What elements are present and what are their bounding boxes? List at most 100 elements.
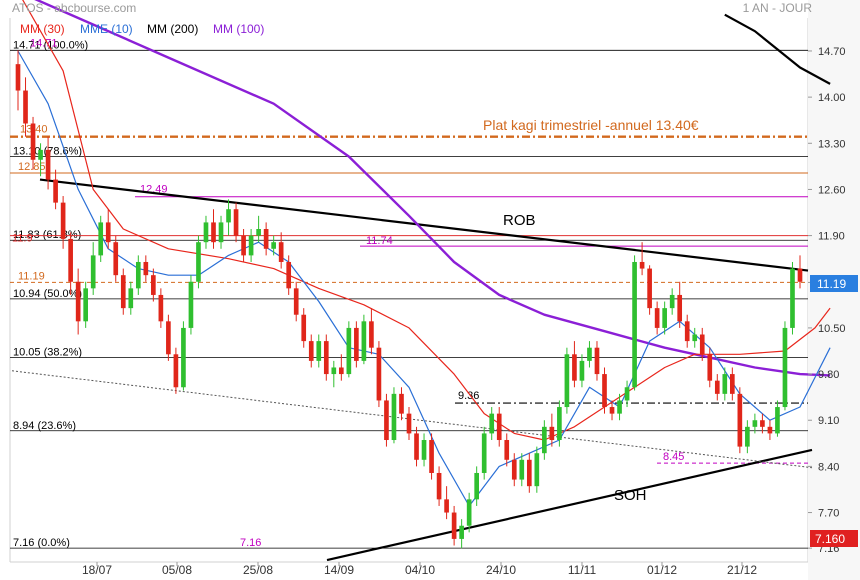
candle-body bbox=[15, 64, 21, 91]
candle-body bbox=[346, 327, 352, 375]
candle-body bbox=[707, 354, 713, 381]
candle bbox=[158, 288, 164, 328]
candle bbox=[399, 387, 404, 421]
candle-body bbox=[714, 380, 720, 394]
legend-mm30: MM (30) bbox=[20, 22, 65, 36]
candle bbox=[474, 466, 480, 506]
candle-body bbox=[226, 209, 231, 223]
candle bbox=[331, 360, 337, 388]
candle bbox=[113, 235, 119, 282]
x-tick-label: 21/12 bbox=[727, 563, 757, 577]
candle-body bbox=[158, 294, 164, 322]
candle-body bbox=[624, 387, 630, 401]
candle bbox=[526, 453, 532, 493]
candle-body bbox=[90, 255, 96, 289]
candle bbox=[45, 136, 51, 190]
candle bbox=[617, 393, 622, 421]
candle-body bbox=[496, 413, 502, 441]
candle-body bbox=[549, 426, 555, 441]
candle-body bbox=[760, 420, 765, 427]
candle-body bbox=[654, 308, 660, 328]
x-tick-label: 01/12 bbox=[647, 563, 677, 577]
candle-body bbox=[594, 347, 600, 375]
candle bbox=[790, 261, 795, 335]
candle-body bbox=[662, 308, 667, 328]
level-label: 11.9 bbox=[12, 233, 33, 245]
candle bbox=[684, 314, 690, 348]
y-tick-label: 14.00 bbox=[818, 92, 846, 104]
candle bbox=[797, 255, 803, 289]
candle-body bbox=[451, 512, 457, 539]
candle-body bbox=[218, 222, 224, 243]
candle bbox=[354, 321, 359, 368]
candle-body bbox=[459, 525, 464, 539]
candle bbox=[707, 347, 713, 388]
candle bbox=[369, 308, 374, 355]
candle-body bbox=[391, 393, 397, 441]
candle-body bbox=[617, 400, 622, 414]
fib-label: 7.16 (0.0%) bbox=[13, 537, 70, 549]
level-label: 9.36 bbox=[458, 390, 479, 402]
period-label: 1 AN - JOUR bbox=[743, 1, 813, 15]
candle-body bbox=[286, 261, 292, 289]
fib-label: 10.94 (50.0%) bbox=[13, 288, 82, 300]
y-tick-label: 8.40 bbox=[818, 461, 839, 473]
candle-body bbox=[504, 440, 510, 460]
candle-body bbox=[752, 420, 758, 427]
x-tick-label: 18/07 bbox=[82, 563, 112, 577]
level-label: 12.85 bbox=[18, 161, 46, 173]
candle bbox=[504, 433, 510, 467]
candle-body bbox=[534, 453, 540, 487]
candle bbox=[699, 327, 705, 361]
candle-body bbox=[526, 459, 532, 487]
candle bbox=[323, 334, 329, 381]
candle bbox=[338, 354, 344, 381]
candle-body bbox=[519, 459, 525, 480]
candle-body bbox=[444, 499, 449, 513]
candle bbox=[729, 367, 735, 401]
candle bbox=[451, 505, 457, 546]
candle-body bbox=[692, 334, 698, 342]
candle-body bbox=[173, 354, 179, 388]
candle bbox=[421, 433, 427, 467]
candle bbox=[135, 255, 141, 295]
candle-body bbox=[602, 374, 607, 408]
candle-body bbox=[135, 261, 141, 289]
candle-body bbox=[128, 288, 134, 309]
candle-body bbox=[587, 347, 592, 361]
y-tick-label: 9.10 bbox=[818, 415, 839, 427]
candle bbox=[271, 235, 276, 256]
candle-body bbox=[120, 275, 126, 309]
candle bbox=[481, 426, 487, 480]
candle bbox=[181, 321, 186, 391]
candle-body bbox=[60, 202, 66, 239]
level-label: 11.74 bbox=[366, 235, 393, 247]
candle bbox=[218, 215, 224, 249]
candle-body bbox=[722, 374, 728, 394]
candle bbox=[752, 413, 758, 434]
y-tick-label: 9.80 bbox=[818, 369, 839, 381]
candlesticks bbox=[15, 50, 803, 549]
ma-line-mm200 bbox=[724, 13, 831, 85]
candle bbox=[669, 288, 675, 315]
candle-body bbox=[376, 347, 382, 401]
y-tick-label: 13.30 bbox=[818, 138, 846, 150]
fib-label: 10.05 (38.2%) bbox=[13, 347, 82, 359]
legend-mm200: MM (200) bbox=[147, 22, 198, 36]
candle-body bbox=[271, 242, 276, 249]
candle-body bbox=[677, 294, 683, 322]
legend-mme10: MME (10) bbox=[80, 22, 133, 36]
candle-body bbox=[323, 341, 329, 375]
candle bbox=[466, 492, 472, 533]
candle bbox=[587, 341, 592, 368]
candle-body bbox=[699, 334, 705, 355]
soh-label: SOH bbox=[614, 487, 647, 504]
x-tick-label: 14/09 bbox=[324, 563, 354, 577]
candle bbox=[775, 400, 780, 437]
level-label: 8.45 bbox=[663, 451, 684, 463]
kagi-annotation: Plat kagi trimestriel -annuel 13.40€ bbox=[483, 117, 699, 133]
candle-body bbox=[151, 275, 156, 295]
candle bbox=[173, 347, 179, 394]
candle bbox=[83, 281, 89, 328]
